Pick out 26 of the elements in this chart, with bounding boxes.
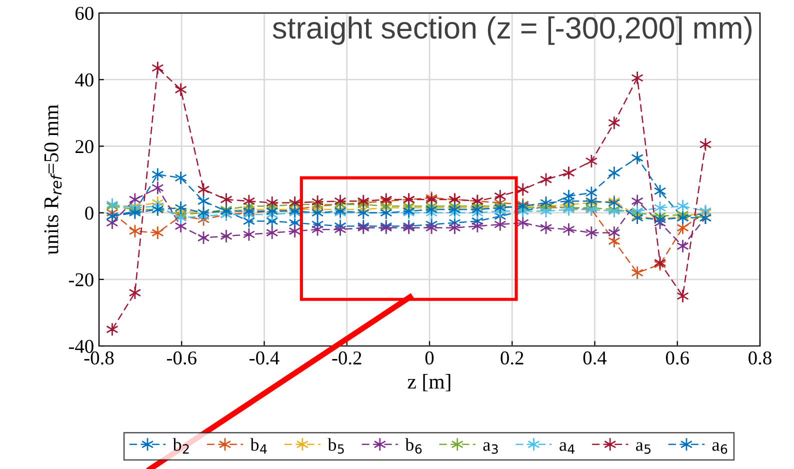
y-tick-label: 60 xyxy=(76,6,94,20)
x-tick-label: -0.4 xyxy=(250,351,280,365)
y-tick-label: 20 xyxy=(76,140,94,154)
legend-label: b$_{2}$ xyxy=(172,438,189,454)
y-tick-label: 0 xyxy=(85,206,94,220)
y-tick-label: 40 xyxy=(75,73,94,87)
x-axis-title: z [m] xyxy=(408,374,450,392)
x-tick-label: 0.2 xyxy=(500,351,524,365)
x-tick-label: -0.8 xyxy=(84,351,114,365)
y-axis-title: units R$_{ref}$=50 mm xyxy=(44,104,62,255)
legend-label: a$_{3}$ xyxy=(483,442,498,454)
legend-label: b$_{6}$ xyxy=(405,438,422,454)
x-tick-label: 0.6 xyxy=(666,351,689,365)
x-tick-label: 0 xyxy=(425,351,434,365)
y-tick-label: -20 xyxy=(68,273,94,286)
x-tick-label: 0.4 xyxy=(583,351,607,365)
legend-label: a$_{4}$ xyxy=(560,442,575,454)
x-tick-label: -0.6 xyxy=(166,351,196,365)
y-tick-label: -40 xyxy=(68,340,94,353)
legend-label: a$_{6}$ xyxy=(712,442,728,454)
chart-title: straight section (z = [-300,200] mm) xyxy=(272,16,752,45)
x-tick-label: -0.2 xyxy=(332,351,362,365)
legend-label: b$_{5}$ xyxy=(328,438,344,454)
x-tick-label: 0.8 xyxy=(748,351,772,365)
legend-label: b$_{4}$ xyxy=(250,438,267,454)
legend-label: a$_{5}$ xyxy=(636,442,650,454)
